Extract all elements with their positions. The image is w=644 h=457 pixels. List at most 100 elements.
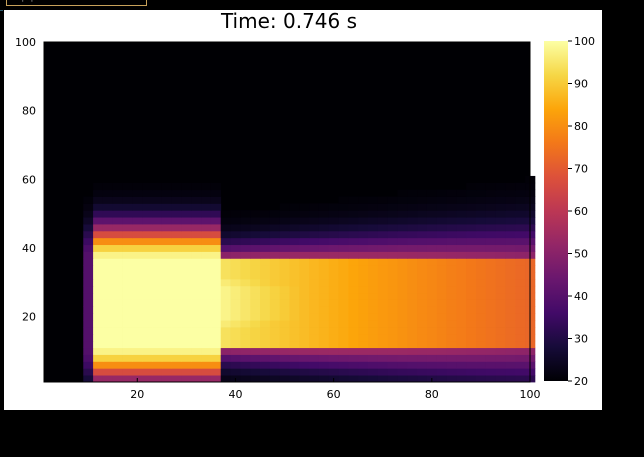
heatmap-cell bbox=[368, 244, 379, 252]
heatmap-cell bbox=[191, 224, 202, 232]
heatmap-cell bbox=[476, 354, 487, 362]
heatmap-cell bbox=[240, 333, 251, 342]
heatmap-cell bbox=[83, 361, 94, 369]
heatmap-cell bbox=[289, 375, 300, 383]
heatmap-cell bbox=[377, 306, 389, 314]
heatmap-cell bbox=[309, 333, 320, 342]
heatmap-cell bbox=[466, 278, 477, 287]
heatmap-cell bbox=[93, 265, 104, 273]
heatmap-cell bbox=[102, 347, 114, 355]
heatmap-cell bbox=[397, 244, 408, 252]
heatmap-cell bbox=[93, 217, 104, 225]
heatmap-cell bbox=[338, 292, 349, 300]
heatmap-cell bbox=[122, 320, 133, 328]
heatmap-cell bbox=[142, 285, 153, 294]
heatmap-cell bbox=[358, 340, 369, 349]
heatmap-cell bbox=[328, 251, 339, 259]
heatmap-cell bbox=[240, 265, 251, 273]
heatmap-cell bbox=[515, 272, 526, 280]
heatmap-cell bbox=[417, 306, 428, 314]
heatmap-cell bbox=[456, 196, 467, 204]
heatmap-cell bbox=[181, 375, 192, 383]
heatmap-cell bbox=[250, 347, 261, 355]
heatmap-cell bbox=[122, 182, 133, 191]
heatmap-cell bbox=[407, 272, 418, 280]
heatmap-cell bbox=[152, 237, 163, 246]
heatmap-cell bbox=[485, 189, 497, 197]
heatmap-cell bbox=[466, 285, 477, 294]
heatmap-cell bbox=[387, 292, 398, 300]
heatmap-cell bbox=[358, 368, 369, 376]
heatmap-cell bbox=[426, 196, 438, 204]
heatmap-cell bbox=[132, 265, 143, 273]
heatmap-cell bbox=[122, 251, 133, 259]
heatmap-cell bbox=[358, 306, 369, 314]
heatmap-cell bbox=[210, 320, 222, 328]
heatmap-cell bbox=[476, 203, 487, 211]
heatmap-cell bbox=[142, 327, 153, 335]
heatmap-cell bbox=[161, 327, 173, 335]
heatmap-cell bbox=[279, 354, 290, 362]
x-tick-label: 60 bbox=[327, 388, 341, 401]
heatmap-cell bbox=[260, 340, 271, 349]
heatmap-cell bbox=[446, 196, 457, 204]
heatmap-cell bbox=[466, 340, 477, 349]
heatmap-cell bbox=[279, 333, 290, 342]
heatmap-cell bbox=[93, 272, 104, 280]
heatmap-cell bbox=[309, 354, 320, 362]
heatmap-cell bbox=[358, 203, 369, 211]
heatmap-cell bbox=[436, 340, 447, 349]
heatmap-cell bbox=[269, 258, 281, 266]
heatmap-cell bbox=[338, 354, 349, 362]
heatmap-cell bbox=[466, 203, 477, 211]
heatmap-cell bbox=[407, 237, 418, 246]
heatmap-cell bbox=[93, 237, 104, 246]
heatmap-cell bbox=[348, 361, 359, 369]
heatmap-cell bbox=[466, 327, 477, 335]
heatmap-cell bbox=[201, 251, 212, 259]
heatmap-cell bbox=[397, 375, 408, 383]
heatmap-cell bbox=[289, 237, 300, 246]
heatmap-cell bbox=[161, 340, 173, 349]
heatmap-cells bbox=[83, 175, 536, 383]
heatmap-cell bbox=[358, 196, 369, 204]
heatmap-cell bbox=[142, 347, 153, 355]
heatmap-cell bbox=[495, 292, 506, 300]
heatmap-cell bbox=[289, 244, 300, 252]
heatmap-cell bbox=[328, 368, 339, 376]
heatmap-cell bbox=[260, 244, 271, 252]
heatmap-cell bbox=[348, 258, 359, 266]
heatmap-cell bbox=[102, 265, 114, 273]
heatmap-cell bbox=[407, 196, 418, 204]
heatmap-cell bbox=[191, 272, 202, 280]
heatmap-cell bbox=[171, 278, 182, 287]
heatmap-cell bbox=[240, 327, 251, 335]
heatmap-cell bbox=[505, 340, 516, 349]
heatmap-cell bbox=[348, 333, 359, 342]
heatmap-cell bbox=[161, 217, 173, 225]
heatmap-cell bbox=[93, 340, 104, 349]
heatmap-cell bbox=[240, 258, 251, 266]
heatmap-cell bbox=[387, 340, 398, 349]
heatmap-cell bbox=[250, 368, 261, 376]
heatmap-cell bbox=[358, 258, 369, 266]
heatmap-cell bbox=[210, 313, 222, 321]
heatmap-cell bbox=[230, 265, 241, 273]
heatmap-cell bbox=[495, 347, 506, 355]
heatmap-cell bbox=[505, 333, 516, 342]
heatmap-cell bbox=[181, 313, 192, 321]
heatmap-cell bbox=[338, 230, 349, 239]
heatmap-cell bbox=[220, 285, 231, 294]
heatmap-cell bbox=[309, 285, 320, 294]
heatmap-cell bbox=[93, 224, 104, 232]
heatmap-cell bbox=[377, 230, 389, 239]
heatmap-cell bbox=[515, 340, 526, 349]
x-tick-label: 80 bbox=[425, 388, 439, 401]
heatmap-cell bbox=[309, 292, 320, 300]
heatmap-cell bbox=[152, 189, 163, 197]
heatmap-cell bbox=[485, 237, 497, 246]
heatmap-cell bbox=[83, 354, 94, 362]
heatmap-cell bbox=[436, 361, 447, 369]
heatmap-cell bbox=[112, 203, 123, 211]
heatmap-cell bbox=[495, 244, 506, 252]
